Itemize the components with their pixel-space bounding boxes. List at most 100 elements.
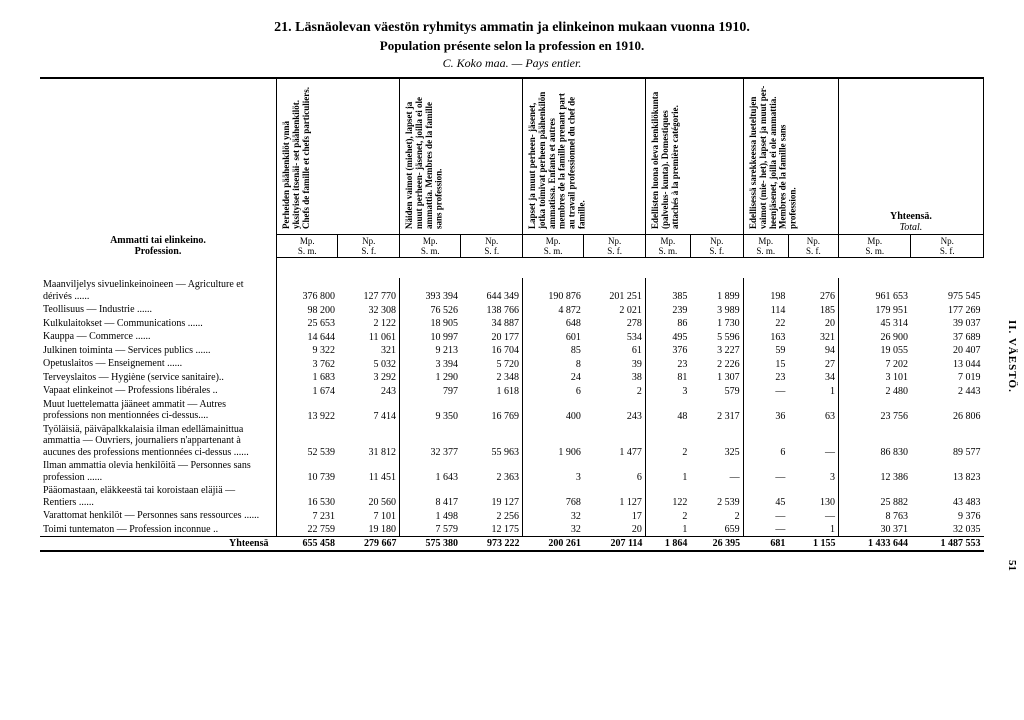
cell: 36 — [743, 398, 788, 423]
cell: 22 — [743, 317, 788, 331]
cell: 45 — [743, 484, 788, 509]
table-row: Varattomat henkilöt — Personnes sans res… — [40, 509, 984, 523]
cell: 32 377 — [399, 423, 460, 460]
cell: 20 — [584, 523, 645, 537]
cell: 85 — [522, 344, 583, 358]
cell: — — [743, 509, 788, 523]
cell: 20 407 — [911, 344, 984, 358]
cell: — — [743, 384, 788, 398]
cell: — — [743, 523, 788, 537]
row-label: Työläisiä, päiväpalkkalaisia ilman edell… — [40, 423, 277, 460]
cell: 94 — [788, 344, 838, 358]
cell: 19 127 — [461, 484, 522, 509]
table-row: Maanviljelys sivuelinkeinoineen — Agricu… — [40, 278, 984, 303]
cell: 55 963 — [461, 423, 522, 460]
cell: 32 035 — [911, 523, 984, 537]
totals-label: Yhteensä — [40, 537, 277, 552]
row-label: Maanviljelys sivuelinkeinoineen — Agricu… — [40, 278, 277, 303]
table-row: Työläisiä, päiväpalkkalaisia ilman edell… — [40, 423, 984, 460]
cell: 39 — [584, 357, 645, 371]
cell: 648 — [522, 317, 583, 331]
cell: 385 — [645, 278, 690, 303]
cell: 10 739 — [277, 459, 338, 484]
col-header-total: Yhteensä. Total. — [838, 78, 983, 235]
cell: 32 308 — [338, 303, 399, 317]
cell: 76 526 — [399, 303, 460, 317]
cell: 9 350 — [399, 398, 460, 423]
page-number: 51 — [1006, 560, 1018, 571]
cell: 601 — [522, 330, 583, 344]
title-line-1: 21. Läsnäolevan väestön ryhmitys ammatin… — [40, 20, 984, 36]
cell: 2 — [645, 509, 690, 523]
cell: 3 227 — [690, 344, 743, 358]
cell: 38 — [584, 371, 645, 385]
cell: 16 530 — [277, 484, 338, 509]
table-row: Julkinen toiminta — Services publics ...… — [40, 344, 984, 358]
cell: 13 922 — [277, 398, 338, 423]
cell: 130 — [788, 484, 838, 509]
cell: 3 292 — [338, 371, 399, 385]
cell: 7 101 — [338, 509, 399, 523]
row-label: Varattomat henkilöt — Personnes sans res… — [40, 509, 277, 523]
cell: 3 — [522, 459, 583, 484]
cell: 1 — [788, 384, 838, 398]
table-row: Muut luettelematta jääneet ammatit — Aut… — [40, 398, 984, 423]
cell: 12 175 — [461, 523, 522, 537]
cell: 1 674 — [277, 384, 338, 398]
cell: 393 394 — [399, 278, 460, 303]
cell: 1 290 — [399, 371, 460, 385]
col-header-4: Edellisten luona oleva henkilökunta (pal… — [649, 80, 683, 233]
cell: 23 — [645, 357, 690, 371]
cell: 9 322 — [277, 344, 338, 358]
cell: 37 689 — [911, 330, 984, 344]
cell: 19 180 — [338, 523, 399, 537]
cell: 25 653 — [277, 317, 338, 331]
table-row: Ilman ammattia olevia henkilöitä — Perso… — [40, 459, 984, 484]
cell: 1 618 — [461, 384, 522, 398]
col-header-5: Edellisessä sarekkeessa lueteltujen vaim… — [747, 80, 800, 233]
table-row: Pääomastaan, eläkkeestä tai koroistaan e… — [40, 484, 984, 509]
cell: 86 830 — [838, 423, 911, 460]
cell: 534 — [584, 330, 645, 344]
cell: 768 — [522, 484, 583, 509]
cell: 127 770 — [338, 278, 399, 303]
cell: 8 763 — [838, 509, 911, 523]
col-header-1: Perheiden päähenkilöt ynnä yksityiset it… — [280, 80, 314, 233]
cell: 7 579 — [399, 523, 460, 537]
cell: 18 905 — [399, 317, 460, 331]
cell: 2 348 — [461, 371, 522, 385]
cell: 325 — [690, 423, 743, 460]
cell: 2 — [584, 384, 645, 398]
cell: 243 — [584, 398, 645, 423]
cell: 7 414 — [338, 398, 399, 423]
cell: 23 756 — [838, 398, 911, 423]
cell: 579 — [690, 384, 743, 398]
cell: 321 — [788, 330, 838, 344]
cell: 1 730 — [690, 317, 743, 331]
cell: 45 314 — [838, 317, 911, 331]
cell: 11 451 — [338, 459, 399, 484]
cell: 198 — [743, 278, 788, 303]
cell: 376 — [645, 344, 690, 358]
cell: 1 643 — [399, 459, 460, 484]
cell: 6 — [743, 423, 788, 460]
cell: 34 — [788, 371, 838, 385]
cell: 1 127 — [584, 484, 645, 509]
cell: 122 — [645, 484, 690, 509]
cell: 20 177 — [461, 330, 522, 344]
cell: 1 — [645, 523, 690, 537]
cell: 17 — [584, 509, 645, 523]
cell: 15 — [743, 357, 788, 371]
cell: 13 823 — [911, 459, 984, 484]
cell: 5 596 — [690, 330, 743, 344]
cell: 22 759 — [277, 523, 338, 537]
cell: — — [788, 423, 838, 460]
row-label: Vapaat elinkeinot — Professions libérale… — [40, 384, 277, 398]
cell: 81 — [645, 371, 690, 385]
cell: 3 989 — [690, 303, 743, 317]
cell: 26 806 — [911, 398, 984, 423]
title-line-3: C. Koko maa. — Pays entier. — [40, 56, 984, 71]
cell: 8 417 — [399, 484, 460, 509]
cell: 48 — [645, 398, 690, 423]
cell: 1 — [645, 459, 690, 484]
